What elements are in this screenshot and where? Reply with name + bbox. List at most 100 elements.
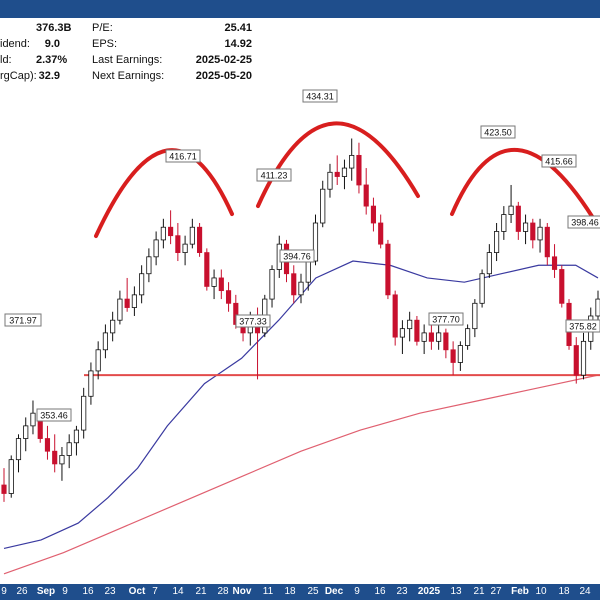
stat-value-eps: 14.92 [192, 38, 252, 50]
candle [522, 214, 529, 245]
candle-body [110, 319, 116, 334]
price-label-411-23-text: 411.23 [261, 171, 288, 181]
chart-plot-background [0, 86, 600, 584]
candle [479, 269, 485, 308]
price-label-434-31-text: 434.31 [306, 92, 334, 102]
candle-body [537, 226, 543, 241]
price-label-377-70-box [428, 312, 464, 326]
stat-label-avgcap: rgCap): [0, 70, 37, 82]
candle [218, 269, 224, 300]
candle [363, 168, 369, 215]
candle-body [392, 294, 398, 338]
price-label-377-70-text: 377.70 [432, 315, 460, 325]
candle-body [189, 226, 195, 245]
candle [81, 387, 87, 439]
candle [146, 248, 152, 283]
candle-body [486, 252, 492, 275]
candles-layer [1, 138, 600, 502]
x-tick-label: 9 [1, 586, 7, 597]
candle-body [88, 370, 94, 397]
candle-body [81, 395, 87, 431]
price-label-423-50-text: 423.50 [484, 128, 512, 138]
candle [73, 425, 80, 456]
candle-body [204, 252, 210, 287]
candle [385, 239, 391, 300]
candle-body [168, 226, 174, 237]
candle [189, 218, 195, 249]
candle-body [450, 349, 456, 363]
candle-body [153, 239, 159, 258]
price-label-415-66: 415.66 [541, 154, 577, 168]
price-label-416-71-box [165, 149, 201, 163]
candle-body [197, 226, 203, 253]
price-chart-area[interactable]: 371.97 353.46 416.71 377.33 411.23 394.7… [0, 86, 600, 584]
x-tick-label: 23 [104, 586, 116, 597]
price-label-411-23-box [256, 168, 292, 182]
candle [349, 138, 355, 181]
price-label-394-76: 394.76 [279, 249, 315, 263]
x-tick-label: Oct [128, 586, 146, 597]
price-label-371-97-text: 371.97 [9, 316, 37, 326]
candle-body [349, 154, 355, 169]
candle [356, 142, 362, 194]
candle-body [515, 205, 521, 232]
candle [117, 290, 123, 325]
candle [1, 468, 7, 502]
candle-body [501, 214, 507, 232]
x-axis-bar: 9 26 Sep 9 16 23 Oct 7 14 21 28 Nov 11 1… [0, 584, 600, 600]
candle-body [131, 294, 137, 308]
candle [197, 223, 203, 257]
stat-value-next-earnings-text: 2025-05-20 [195, 70, 252, 82]
x-tick-label: Feb [511, 586, 529, 597]
candle [15, 434, 22, 473]
candle [392, 290, 398, 346]
candle-body [298, 281, 304, 296]
candle-body [559, 269, 565, 304]
candle [95, 341, 101, 380]
candle-body [407, 319, 413, 330]
candle-body [124, 298, 130, 308]
candle-body [334, 171, 340, 177]
candle [515, 201, 521, 240]
candle-body [23, 425, 29, 439]
x-tick-label: 11 [262, 586, 274, 597]
candle-body [414, 319, 420, 342]
price-label-434-31: 434.31 [302, 89, 338, 103]
price-label-371-97: 371.97 [4, 313, 42, 327]
price-label-398-46: 398.46 [567, 215, 600, 229]
candle [320, 180, 326, 228]
x-tick-label: 16 [374, 586, 386, 597]
stat-value-cap-text: 376.3B [36, 22, 72, 34]
stat-value-dividend-text: 9.0 [44, 38, 60, 50]
price-label-398-46-text: 398.46 [571, 218, 599, 228]
stat-value-pe: 25.41 [192, 22, 252, 34]
candle [580, 332, 587, 380]
candle-body [595, 298, 600, 317]
candle-body [291, 273, 297, 296]
stats-panel: 376.3B idend: 9.0 ld: 2.37% rgCap): 32.9… [0, 18, 600, 86]
stat-value-last-earnings-text: 2025-02-25 [195, 54, 252, 66]
price-label-375-82-text: 375.82 [569, 322, 597, 332]
candle [486, 244, 492, 278]
price-label-416-71-text: 416.71 [169, 152, 197, 162]
x-tick-label: 24 [579, 586, 591, 597]
price-label-394-76-box [279, 249, 315, 263]
candle [472, 299, 478, 338]
price-label-415-66-text: 415.66 [545, 157, 573, 167]
candle-body [312, 222, 319, 262]
candle [269, 265, 275, 308]
stat-label-eps: EPS: [92, 38, 118, 50]
candle-body [52, 450, 58, 465]
candle-body [341, 167, 348, 177]
candle [559, 265, 565, 308]
candle [124, 277, 130, 312]
candle-body [139, 273, 145, 296]
stat-label-pe: P/E: [92, 22, 113, 34]
short-moving-average-line [3, 260, 599, 550]
x-tick-label: 18 [558, 586, 570, 597]
x-tick-label: 26 [16, 586, 28, 597]
candle-body [175, 235, 181, 253]
candle [153, 231, 159, 266]
candle [370, 197, 377, 232]
candle [530, 218, 536, 249]
